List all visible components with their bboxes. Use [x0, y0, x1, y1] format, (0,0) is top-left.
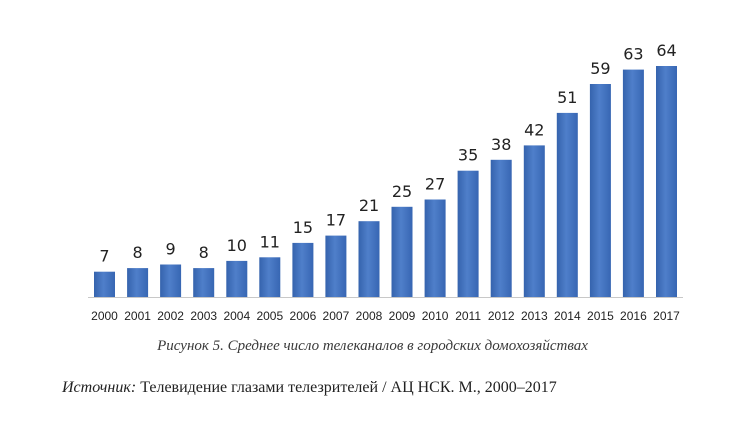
x-tick-label-2003: 2003 — [190, 309, 217, 323]
x-tick-label-2009: 2009 — [389, 309, 416, 323]
x-tick-label-2000: 2000 — [91, 309, 118, 323]
bar-2012 — [490, 159, 512, 297]
x-tick-label-2002: 2002 — [157, 309, 184, 323]
bar-2017 — [656, 66, 677, 297]
value-label-2000: 7 — [99, 247, 109, 266]
bar-2006 — [292, 242, 314, 297]
x-tick-label-2006: 2006 — [290, 309, 317, 323]
x-tick-label-2016: 2016 — [620, 309, 647, 323]
x-tick-label-2017: 2017 — [653, 309, 680, 323]
value-label-2010: 27 — [425, 175, 445, 194]
value-label-2015: 59 — [590, 59, 610, 78]
source-text: Телевидение глазами телезрителей / АЦ НС… — [136, 379, 557, 396]
bar-2008 — [358, 221, 380, 297]
value-label-2007: 17 — [326, 211, 346, 230]
chart-area: 7 2000 8 2001 9 2002 8 2003 10 2004 11 2005 15 2006 17… — [88, 41, 683, 323]
x-tick-label-2008: 2008 — [356, 309, 383, 323]
value-label-2002: 9 — [166, 240, 176, 259]
value-label-2008: 21 — [359, 196, 379, 215]
labels-layer: 7 2000 8 2001 9 2002 8 2003 10 2004 11 2005 15 2006 17… — [91, 41, 680, 323]
bar-2004 — [226, 260, 248, 297]
bars-layer — [94, 66, 677, 298]
bar-2010 — [424, 199, 446, 297]
bar-2016 — [622, 69, 644, 297]
bar-2003 — [193, 268, 215, 297]
figure-caption: Рисунок 5. Среднее число телеканалов в г… — [157, 338, 588, 354]
value-label-2005: 11 — [260, 232, 280, 251]
value-label-2004: 10 — [227, 236, 247, 255]
x-tick-label-2015: 2015 — [587, 309, 614, 323]
value-label-2011: 35 — [458, 146, 478, 165]
x-tick-label-2001: 2001 — [124, 309, 151, 323]
bar-2007 — [325, 235, 347, 297]
x-tick-label-2007: 2007 — [323, 309, 350, 323]
bar-2002 — [160, 264, 182, 297]
x-tick-label-2013: 2013 — [521, 309, 548, 323]
bar-2000 — [94, 271, 115, 297]
value-label-2012: 38 — [491, 135, 511, 154]
value-label-2013: 42 — [524, 120, 544, 139]
value-label-2016: 63 — [623, 45, 643, 64]
value-label-2001: 8 — [133, 243, 143, 262]
x-tick-label-2004: 2004 — [223, 309, 250, 323]
x-tick-label-2014: 2014 — [554, 309, 581, 323]
bar-2013 — [523, 145, 545, 297]
bar-2015 — [589, 84, 611, 297]
value-label-2014: 51 — [557, 88, 577, 107]
x-tick-label-2005: 2005 — [256, 309, 283, 323]
x-tick-label-2011: 2011 — [455, 309, 481, 323]
bar-chart: 7 2000 8 2001 9 2002 8 2003 10 2004 11 2005 15 2006 17… — [88, 41, 683, 323]
value-label-2003: 8 — [199, 243, 209, 262]
x-tick-label-2012: 2012 — [488, 309, 515, 323]
bar-2005 — [259, 257, 281, 297]
source-note: Источник: Телевидение глазами телезрител… — [62, 379, 557, 397]
value-label-2017: 64 — [656, 41, 676, 60]
bar-2001 — [127, 268, 149, 297]
bar-2014 — [556, 112, 578, 298]
value-label-2006: 15 — [293, 218, 313, 237]
bar-2009 — [391, 206, 413, 297]
x-tick-label-2010: 2010 — [422, 309, 449, 323]
bar-2011 — [457, 170, 479, 297]
value-label-2009: 25 — [392, 182, 412, 201]
source-label: Источник: — [62, 379, 137, 396]
